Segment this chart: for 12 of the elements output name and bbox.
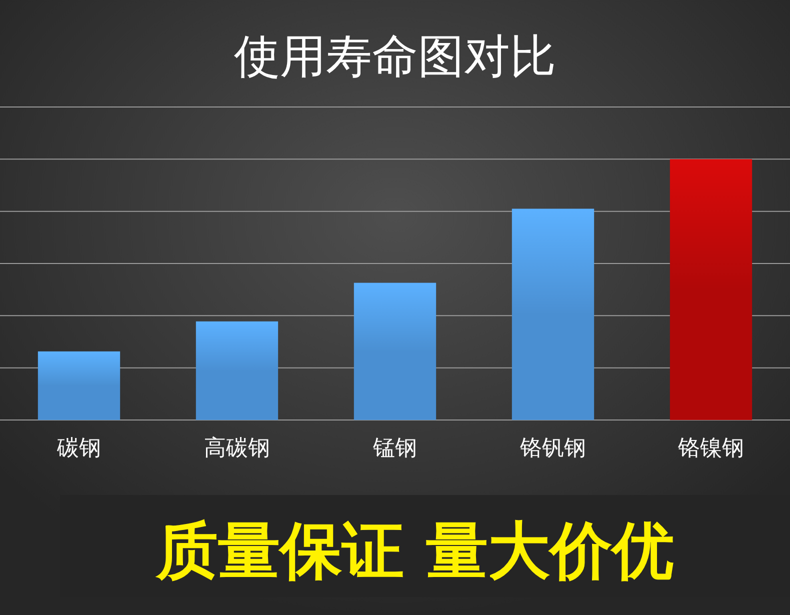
chart-title: 使用寿命图对比 xyxy=(234,29,556,83)
x-tick-label: 铬钒钢 xyxy=(519,436,586,461)
x-tick-label: 铬镍钢 xyxy=(677,436,744,461)
bar xyxy=(354,282,436,420)
text: 质量保证 量大价优 xyxy=(155,514,674,587)
bar xyxy=(670,159,752,420)
bar xyxy=(196,321,278,420)
x-tick-label: 锰钢 xyxy=(372,436,417,461)
x-tick-label: 高碳钢 xyxy=(204,436,270,461)
bar xyxy=(38,351,120,420)
x-tick-label: 碳钢 xyxy=(56,436,101,461)
bar xyxy=(512,208,594,420)
